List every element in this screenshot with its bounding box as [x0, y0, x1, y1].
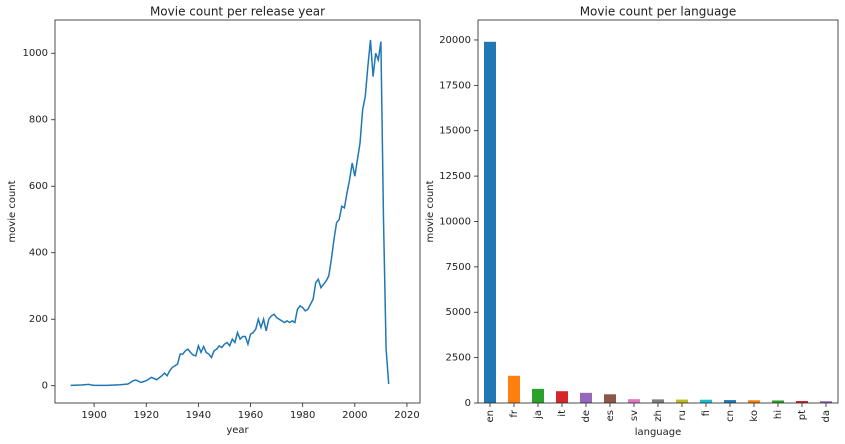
x-tick-label: sv [629, 410, 640, 421]
y-tick-label: 1000 [23, 48, 48, 59]
bar [796, 401, 808, 403]
bar [724, 400, 736, 403]
y-tick-label: 20000 [439, 35, 471, 46]
x-tick-label: 1940 [186, 410, 211, 421]
y-tick-label: 0 [465, 398, 471, 409]
chart-title: Movie count per release year [150, 5, 325, 19]
x-tick-label: 1900 [81, 410, 106, 421]
bar [580, 392, 592, 403]
bar [700, 399, 712, 403]
bar [652, 399, 664, 403]
x-tick-label: pt [797, 410, 808, 420]
x-tick-label: da [821, 410, 832, 422]
y-tick-label: 600 [29, 181, 48, 192]
x-tick-label: ko [749, 410, 760, 422]
y-tick-label: 17500 [439, 80, 471, 91]
y-tick-label: 7500 [446, 262, 471, 273]
bar [532, 388, 544, 403]
bar [820, 401, 832, 403]
bar [676, 399, 688, 403]
x-tick-label: fi [701, 410, 712, 416]
y-tick-label: 200 [29, 314, 48, 325]
bar [772, 400, 784, 403]
x-tick-label: ru [677, 410, 688, 420]
x-tick-label: 2000 [342, 410, 367, 421]
x-axis-label: language [635, 427, 682, 438]
x-tick-label: hi [773, 410, 784, 419]
x-tick-label: it [557, 410, 568, 417]
bar [604, 394, 616, 403]
y-tick-label: 0 [42, 381, 48, 392]
bar [628, 399, 640, 403]
y-tick-label: 15000 [439, 126, 471, 137]
x-tick-label: 2020 [394, 410, 419, 421]
x-tick-label: es [605, 410, 616, 421]
y-tick-label: 400 [29, 248, 48, 259]
bar [484, 41, 496, 404]
bar [556, 391, 568, 403]
axes-frame [54, 19, 421, 404]
x-tick-label: 1960 [238, 410, 263, 421]
x-tick-label: ja [533, 410, 544, 420]
y-axis-label: movie count [425, 180, 436, 242]
y-tick-label: 2500 [446, 353, 471, 364]
y-axis-label: movie count [7, 180, 18, 242]
x-tick-label: zh [653, 410, 664, 422]
x-tick-label: en [485, 410, 496, 423]
x-tick-label: 1920 [134, 410, 159, 421]
y-tick-label: 12500 [439, 171, 471, 182]
x-tick-label: cn [725, 410, 736, 422]
x-tick-label: fr [509, 409, 520, 418]
y-tick-label: 800 [29, 115, 48, 126]
chart-title: Movie count per language [580, 5, 737, 19]
bar [748, 400, 760, 403]
x-axis-label: year [226, 425, 249, 436]
line [70, 39, 390, 387]
bar [508, 375, 520, 403]
axes-frame [477, 19, 839, 404]
y-tick-label: 5000 [446, 307, 471, 318]
y-tick-label: 10000 [439, 216, 471, 227]
x-tick-label: 1980 [290, 410, 315, 421]
x-tick-label: de [581, 410, 592, 423]
